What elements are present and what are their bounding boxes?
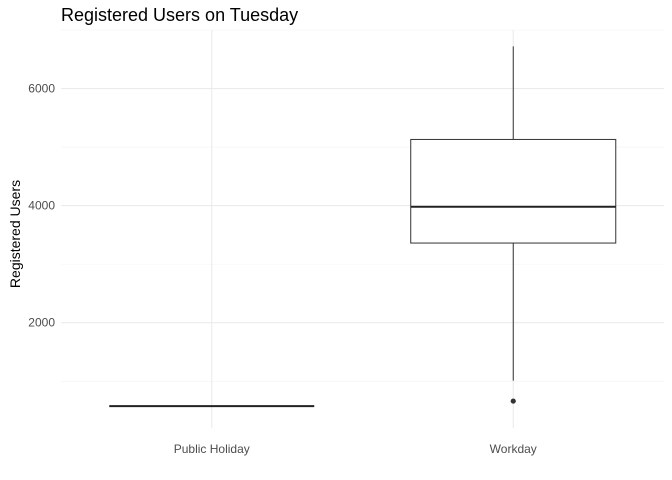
x-tick-label: Public Holiday bbox=[174, 442, 250, 456]
box-iqr bbox=[410, 138, 617, 244]
x-tick-labels: Public Holiday Workday bbox=[174, 442, 537, 456]
chart-title: Registered Users on Tuesday bbox=[61, 5, 299, 25]
y-tick-label: 4000 bbox=[28, 199, 55, 213]
y-tick-label: 6000 bbox=[28, 82, 55, 96]
y-tick-labels: 2000 4000 6000 bbox=[28, 82, 55, 330]
y-axis-title: Registered Users bbox=[7, 180, 23, 288]
boxes-layer bbox=[109, 46, 617, 408]
outlier-point bbox=[510, 398, 516, 404]
x-tick-label: Workday bbox=[490, 442, 537, 456]
box-workday bbox=[410, 46, 617, 404]
y-tick-label: 2000 bbox=[28, 316, 55, 330]
